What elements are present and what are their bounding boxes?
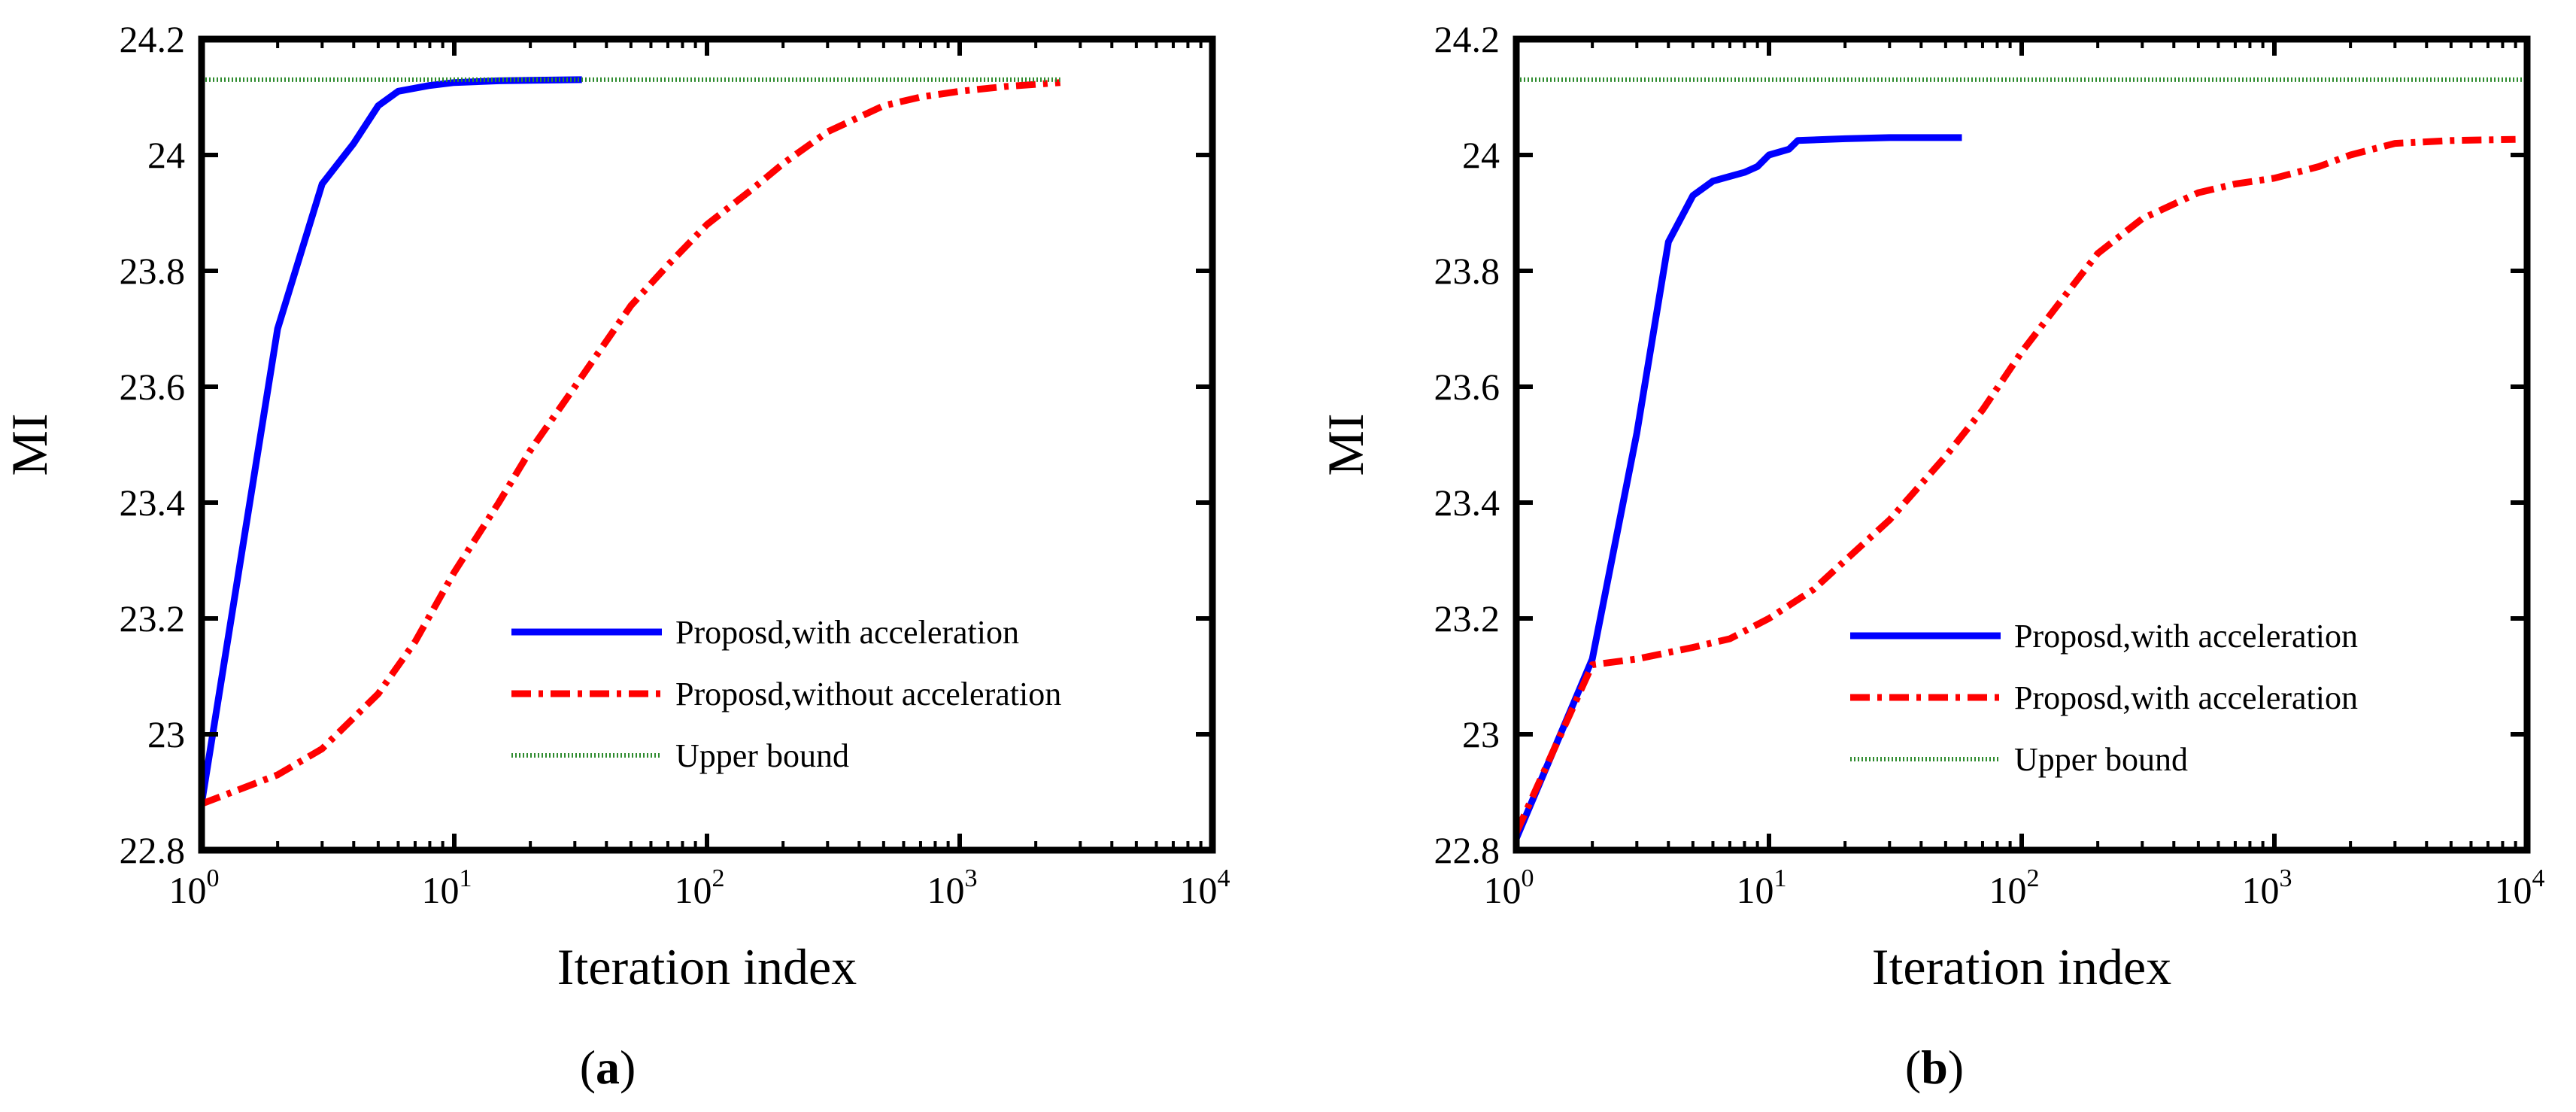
y-tick-label: 24.2 [1434, 18, 1500, 60]
y-tick-label: 23 [147, 713, 185, 755]
x-axis-title: Iteration index [1872, 938, 2171, 995]
y-tick-label: 23.6 [1434, 366, 1500, 408]
y-axis-title: MI [1, 413, 58, 475]
x-tick-label: 104 [2495, 864, 2545, 911]
x-tick-label: 103 [927, 864, 978, 911]
x-tick-label: 101 [1737, 864, 1787, 911]
legend-label-2: Proposd,without acceleration [675, 676, 1061, 712]
x-tick-label: 103 [2242, 864, 2292, 911]
legend-label-1: Proposd,with acceleration [675, 614, 1019, 651]
y-tick-label: 23 [1462, 713, 1500, 755]
panel-label: (a) [580, 1041, 636, 1094]
x-tick-label: 102 [675, 864, 725, 911]
y-tick-label: 23.6 [120, 366, 186, 408]
chart-panel-b: 22.8 23 23.2 23.4 23.6 23.8 24 24.2 100 101 102 103… [1317, 18, 2545, 1094]
y-tick-label: 22.8 [120, 829, 186, 871]
y-tick-label: 24 [147, 134, 185, 176]
y-tick-label: 22.8 [1434, 829, 1500, 871]
legend-label-2: Proposd,with acceleration [2014, 679, 2358, 716]
x-tick-label: 100 [169, 864, 220, 911]
y-tick-label: 23.8 [1434, 250, 1500, 292]
x-axis-title: Iteration index [557, 938, 857, 995]
y-tick-label: 23.4 [120, 482, 186, 524]
y-tick-label: 23.4 [1434, 482, 1500, 524]
legend-label-3: Upper bound [675, 737, 849, 774]
x-tick-label: 100 [1484, 864, 1534, 911]
y-tick-label: 23.2 [1434, 597, 1500, 640]
y-tick-label: 24.2 [120, 18, 186, 60]
plot-frame [198, 35, 1216, 854]
y-axis-title: MI [1317, 413, 1374, 475]
y-tick-label: 23.8 [120, 250, 186, 292]
series-line-2 [200, 79, 1061, 807]
chart-panel-a: 22.8 23 23.2 23.4 23.6 23.8 24 24.2 100 101 102 103… [1, 18, 1230, 1094]
series-line-1 [198, 76, 582, 805]
legend-label-3: Upper bound [2014, 741, 2188, 778]
y-tick-label: 24 [1462, 134, 1500, 176]
x-tick-label: 102 [1989, 864, 2040, 911]
legend-label-1: Proposd,with acceleration [2014, 618, 2358, 655]
panel-label: (b) [1905, 1041, 1964, 1094]
x-tick-label: 104 [1180, 864, 1230, 911]
y-tick-label: 23.2 [120, 597, 186, 640]
plot-frame [1513, 35, 2531, 854]
series-line-1 [1513, 134, 1962, 840]
x-tick-label: 101 [422, 864, 472, 911]
